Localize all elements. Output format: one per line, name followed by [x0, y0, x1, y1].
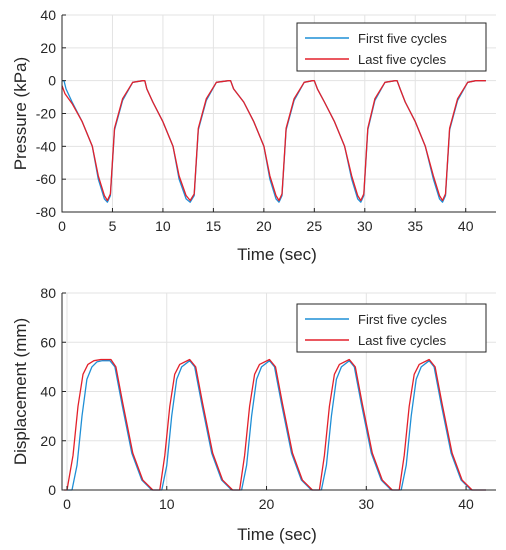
pressure-x-tick-label: 5 [109, 218, 117, 234]
pressure-legend-label-first: First five cycles [358, 31, 447, 46]
displacement-y-tick-label: 20 [40, 433, 56, 449]
pressure-y-tick-label: -40 [36, 138, 56, 154]
displacement-x-tick-label: 40 [458, 496, 474, 512]
pressure-x-tick-label: 20 [256, 218, 272, 234]
pressure-series-last-line [61, 80, 486, 202]
displacement-x-tick-label: 10 [159, 496, 175, 512]
pressure-legend-box [296, 22, 487, 72]
displacement-chart: 0 10 20 30 40 0 20 40 60 80 First five cycles Last … [11, 285, 496, 544]
displacement-ylabel: Displacement (mm) [11, 318, 30, 465]
pressure-series-first-line [62, 80, 486, 203]
pressure-x-tick-label: 25 [307, 218, 323, 234]
pressure-ylabel: Pressure (kPa) [11, 57, 30, 170]
pressure-x-tick-label: 30 [357, 218, 373, 234]
pressure-x-tick-label: 10 [155, 218, 171, 234]
pressure-x-tick-label: 0 [58, 218, 66, 234]
pressure-y-tick-label: -20 [36, 106, 56, 122]
displacement-legend-label-last: Last five cycles [358, 333, 447, 348]
pressure-legend-label-last: Last five cycles [358, 52, 447, 67]
pressure-y-tick-label: 0 [48, 73, 56, 89]
pressure-y-tick-label: 40 [40, 7, 56, 23]
pressure-x-tick-label: 35 [407, 218, 423, 234]
displacement-x-tick-label: 0 [63, 496, 71, 512]
pressure-xlabel: Time (sec) [237, 245, 317, 264]
displacement-legend-box [296, 303, 487, 353]
pressure-y-tick-label: 20 [40, 40, 56, 56]
displacement-xlabel: Time (sec) [237, 525, 317, 544]
displacement-y-tick-label: 0 [48, 482, 56, 498]
displacement-x-tick-label: 20 [259, 496, 275, 512]
pressure-y-tick-label: -80 [36, 204, 56, 220]
displacement-legend-label-first: First five cycles [358, 312, 447, 327]
pressure-x-tick-label: 15 [206, 218, 222, 234]
displacement-y-tick-label: 80 [40, 285, 56, 301]
displacement-y-tick-label: 60 [40, 334, 56, 350]
displacement-y-tick-label: 40 [40, 384, 56, 400]
pressure-chart: 0 5 10 15 20 25 30 35 40 -80 -60 -40 -20 0 20 40 First f… [11, 7, 496, 264]
pressure-x-tick-label: 40 [458, 218, 474, 234]
displacement-plot-area: 0 10 20 30 40 0 20 40 60 80 First five cycles Last … [40, 285, 496, 512]
displacement-x-tick-label: 30 [359, 496, 375, 512]
displacement-series-last-line [64, 358, 486, 491]
pressure-plot-area: 0 5 10 15 20 25 30 35 40 -80 -60 -40 -20 0 20 40 First f… [36, 7, 496, 234]
displacement-series-first-line [67, 360, 486, 491]
pressure-y-tick-label: -60 [36, 171, 56, 187]
